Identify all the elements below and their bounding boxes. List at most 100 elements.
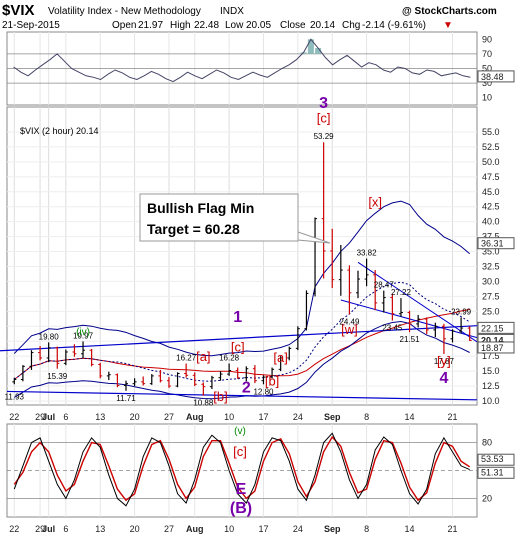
rsi-line — [13, 38, 471, 83]
price-y-tick: 47.5 — [482, 172, 500, 182]
moving-average-dotted — [13, 281, 470, 382]
x-tick-label-bottom: Sep — [324, 524, 341, 534]
x-tick-label: 17 — [258, 412, 268, 422]
price-y-tick: 27.5 — [482, 291, 500, 301]
exchange: INDX — [220, 6, 244, 17]
wave-label: [c] — [231, 339, 245, 354]
x-tick-label: Aug — [186, 412, 204, 422]
high-value: 22.48 — [194, 20, 219, 31]
wave-label: [a] — [196, 349, 210, 364]
wave-label: [b] — [213, 389, 227, 404]
price-y-tick: 25.0 — [482, 306, 500, 316]
price-y-tick: 35.0 — [482, 247, 500, 257]
chg-value: -2.14 (-9.61%) — [362, 20, 426, 31]
price-label: 53.29 — [314, 132, 335, 141]
x-tick-label: 6 — [63, 412, 68, 422]
lower-trend-line — [6, 390, 478, 401]
wave-label: 4 — [439, 370, 448, 387]
price-y-tick: 42.5 — [482, 202, 500, 212]
price-label: 24.49 — [339, 317, 360, 326]
rsi-panel: 90 70 50 30 10 38.48 — [7, 34, 515, 103]
flag-upper-line — [357, 261, 478, 343]
rsi-overbought-shade — [315, 48, 322, 54]
stoch-wave-label: (v) — [234, 426, 246, 437]
x-tick-label-bottom: 14 — [405, 524, 415, 534]
price-y-tick: 37.5 — [482, 232, 500, 242]
wave-label: (iv) — [76, 327, 90, 338]
wave-label: 3 — [319, 95, 328, 112]
price-y-tick: 15.0 — [482, 366, 500, 376]
wave-label: [a] — [273, 350, 287, 365]
open-label: Open — [112, 20, 136, 31]
wave-label: [x] — [368, 195, 382, 210]
right-value-label: 22.15 — [481, 323, 504, 333]
x-tick-label: Sep — [324, 412, 341, 422]
stoch-last-value: 51.31 — [481, 467, 504, 477]
rsi-last-value-box — [477, 70, 515, 83]
x-tick-label: 29 — [35, 412, 45, 422]
price-label: 12.80 — [253, 387, 274, 396]
price-label: 10.88 — [193, 399, 214, 408]
x-tick-label-bottom: 20 — [130, 524, 140, 534]
wave-label: [b] — [265, 373, 279, 388]
price-label: 11.71 — [116, 394, 136, 403]
price-label: 11.93 — [5, 392, 25, 401]
price-chart-title: $VIX (2 hour) 20.14 — [20, 126, 99, 136]
rsi-overbought-shade — [300, 52, 307, 54]
stoch-last-value: 53.53 — [481, 454, 504, 464]
wave-label: 1 — [233, 309, 242, 326]
wave-label: 2 — [242, 380, 251, 397]
price-y-tick: 52.5 — [482, 142, 500, 152]
rsi-y-tick: 10 — [482, 93, 492, 103]
x-tick-label-bottom: 8 — [364, 524, 369, 534]
wave-label: [y] — [437, 354, 451, 369]
upper-envelope — [13, 200, 471, 357]
x-tick-label-bottom: 24 — [293, 524, 303, 534]
price-y-tick: 55.0 — [482, 127, 500, 137]
x-tick-label-bottom: 6 — [63, 524, 68, 534]
annotation-line-2: Target = 60.28 — [147, 221, 240, 237]
x-tick-label: 14 — [405, 412, 415, 422]
rsi-overbought-shade — [307, 39, 314, 54]
rsi-last-value: 38.48 — [481, 72, 504, 82]
stoch-last-value-box — [477, 466, 515, 479]
price-label: 19.97 — [73, 331, 94, 340]
price-y-tick: 10.0 — [482, 396, 500, 406]
lower-envelope — [14, 320, 470, 400]
x-tick-label-bottom: 22 — [9, 524, 19, 534]
upper-trend-line — [0, 325, 478, 352]
rsi-y-tick: 30 — [482, 78, 492, 88]
price-label: 16.28 — [219, 353, 240, 362]
stoch-d-line — [13, 435, 471, 502]
price-y-tick: 17.5 — [482, 351, 500, 361]
price-label: 15.39 — [47, 372, 68, 381]
down-arrow-icon: ▼ — [443, 20, 453, 31]
price-y-tick: 50.0 — [482, 157, 500, 167]
right-value-label: 20.14 — [481, 335, 504, 345]
stoch-k-line — [13, 432, 470, 507]
bullish-flag-callout: Bullish Flag Min Target = 60.28 — [139, 193, 331, 244]
x-tick-label: 13 — [95, 412, 105, 422]
stoch-wave-label: (B) — [230, 500, 252, 517]
stoch-y-tick: 80 — [482, 438, 492, 448]
x-tick-label: 8 — [364, 412, 369, 422]
right-value-box — [477, 341, 515, 354]
chg-label: Chg — [342, 20, 360, 31]
wave-label: [w] — [341, 322, 358, 337]
price-y-tick: 32.5 — [482, 261, 500, 271]
close-label: Close — [280, 20, 306, 31]
x-tick-label-bottom: 13 — [95, 524, 105, 534]
price-label: 33.82 — [357, 249, 378, 258]
x-tick-label-bottom: 27 — [164, 524, 174, 534]
symbol: $VIX — [2, 2, 35, 19]
watermark: @ StockCharts.com — [402, 6, 497, 17]
stoch-y-tick: 20 — [482, 493, 492, 503]
price-panel: 55.0 52.5 50.0 47.5 45.0 42.5 40.0 37.5 35.0 32.5… — [0, 95, 515, 408]
rsi-y-tick: 90 — [482, 34, 492, 44]
x-tick-label: 24 — [293, 412, 303, 422]
x-tick-label-bottom: 17 — [258, 524, 268, 534]
annotation-line-1: Bullish Flag Min — [147, 200, 254, 216]
